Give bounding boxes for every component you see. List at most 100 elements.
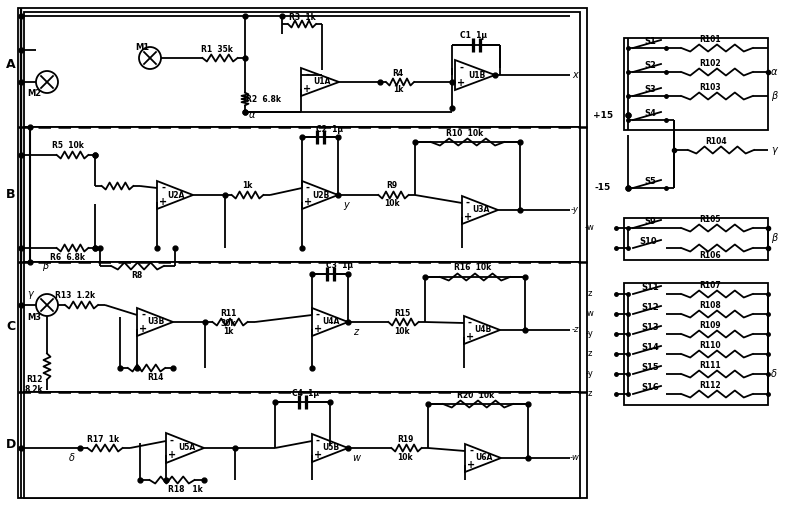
Text: R109: R109 [699, 321, 721, 331]
Text: +: + [314, 324, 322, 334]
Text: -: - [466, 198, 470, 208]
Text: -: - [306, 183, 310, 193]
Text: R105: R105 [699, 215, 721, 225]
Text: U5B: U5B [322, 443, 339, 453]
Text: -: - [459, 62, 463, 73]
Text: z: z [588, 389, 592, 399]
Text: 10k: 10k [394, 327, 410, 335]
Text: +: + [466, 332, 474, 342]
Text: R16  10k: R16 10k [454, 264, 492, 272]
Text: R106: R106 [699, 251, 721, 261]
Text: β: β [771, 233, 777, 243]
Text: R101: R101 [699, 36, 721, 44]
Text: C2  1µ: C2 1µ [317, 125, 343, 133]
Text: R103: R103 [699, 83, 721, 93]
Text: R1  35k: R1 35k [201, 44, 233, 54]
Text: w: w [352, 453, 360, 463]
Text: R19: R19 [397, 435, 413, 443]
Text: U1B: U1B [468, 71, 486, 79]
Text: R10  10k: R10 10k [446, 129, 484, 138]
Text: A: A [6, 59, 16, 72]
Text: R107: R107 [699, 282, 721, 290]
Text: +: + [457, 77, 465, 88]
Text: +: + [168, 451, 176, 460]
Text: R111: R111 [699, 362, 721, 370]
Text: S12: S12 [641, 303, 659, 313]
Text: -y: -y [586, 330, 594, 338]
Text: z: z [354, 327, 358, 337]
Text: U6A: U6A [475, 454, 493, 462]
Text: R17  1k: R17 1k [87, 435, 119, 443]
Text: S14: S14 [641, 344, 659, 352]
Text: -y: -y [571, 205, 579, 215]
Text: +: + [139, 324, 147, 334]
Text: -: - [316, 436, 320, 446]
Text: -: - [468, 318, 472, 328]
Text: S10: S10 [639, 237, 657, 247]
Text: R104: R104 [705, 138, 727, 146]
Text: S16: S16 [641, 384, 659, 392]
Text: γ: γ [27, 289, 33, 299]
Text: δ: δ [771, 369, 777, 379]
Text: 8.2k: 8.2k [25, 386, 43, 394]
Text: +: + [303, 84, 311, 94]
Text: 10k: 10k [397, 453, 413, 461]
Text: S4: S4 [644, 110, 656, 118]
Bar [24, 262, 580, 392]
Bar [24, 127, 580, 262]
Text: -y: -y [586, 369, 594, 379]
Text: 1k: 1k [393, 85, 403, 94]
Text: S5: S5 [644, 178, 656, 186]
Text: -: - [305, 70, 309, 80]
Text: 1k: 1k [223, 328, 233, 336]
Text: U3B: U3B [147, 318, 165, 327]
Text: S2: S2 [644, 61, 656, 71]
Bar [624, 38, 768, 130]
Text: +: + [159, 197, 167, 207]
Text: S1: S1 [644, 38, 656, 46]
Text: 1k: 1k [242, 181, 252, 191]
Text: S11: S11 [641, 283, 659, 293]
Text: R14: R14 [147, 372, 163, 382]
Text: U2B: U2B [312, 191, 330, 199]
Text: B: B [6, 188, 16, 201]
Text: -: - [141, 310, 145, 320]
Text: S3: S3 [644, 85, 656, 94]
Text: +: + [464, 212, 472, 222]
Text: R13  1.2k: R13 1.2k [55, 291, 95, 300]
Text: R9: R9 [386, 181, 398, 191]
Text: R3  1k: R3 1k [289, 12, 315, 22]
Text: R5  10k: R5 10k [52, 142, 84, 150]
Text: γ: γ [771, 145, 777, 155]
Text: -15: -15 [595, 183, 611, 193]
Text: C1  1µ: C1 1µ [459, 31, 486, 41]
Bar [24, 12, 580, 127]
Text: R8: R8 [131, 270, 142, 280]
Text: +: + [467, 460, 475, 470]
Text: R15: R15 [394, 308, 410, 318]
Text: β: β [771, 91, 777, 101]
Text: R6  6.8k: R6 6.8k [50, 252, 86, 262]
Text: δ: δ [69, 453, 75, 463]
Text: w: w [586, 310, 594, 318]
Text: U5A: U5A [178, 443, 196, 453]
Bar [624, 283, 768, 405]
Text: 10k: 10k [384, 199, 400, 209]
Bar [18, 8, 587, 498]
Text: R102: R102 [699, 60, 721, 68]
Text: R18   1k: R18 1k [168, 485, 202, 493]
Text: U1A: U1A [314, 77, 330, 87]
Text: U4A: U4A [322, 318, 340, 327]
Text: -w: -w [585, 224, 595, 232]
Text: U4B: U4B [474, 325, 492, 335]
Text: α: α [249, 110, 255, 120]
Text: S9: S9 [644, 217, 656, 227]
Text: R2  6.8k: R2 6.8k [246, 94, 281, 104]
Text: M3: M3 [27, 314, 41, 322]
Text: z: z [588, 289, 592, 299]
Text: D: D [6, 438, 16, 452]
Text: M1: M1 [135, 43, 149, 52]
Text: R108: R108 [699, 301, 721, 311]
Text: C: C [6, 320, 15, 334]
Text: -z: -z [571, 325, 578, 335]
